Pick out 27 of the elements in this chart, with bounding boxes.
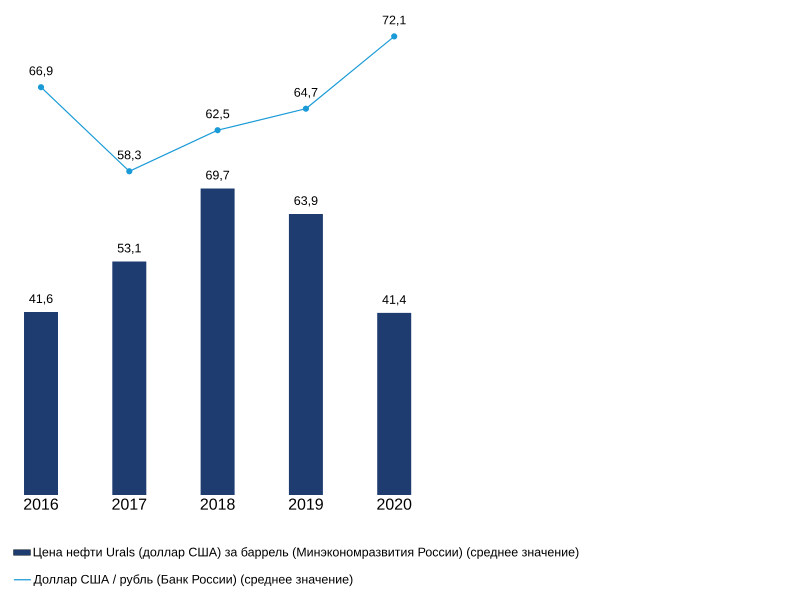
bar <box>377 312 412 495</box>
data-label: 66,9 <box>30 66 53 77</box>
x-tick-label: 2020 <box>377 498 412 510</box>
x-tick-label: 2016 <box>24 498 58 510</box>
point <box>38 84 44 90</box>
data-label: 72,1 <box>382 16 406 26</box>
bar <box>24 312 58 495</box>
data-label: 63,9 <box>294 196 318 206</box>
legend-label: Цена нефти Urals (доллар США) за баррель (Минэкономразвития России) (среднее значение) <box>34 547 578 559</box>
bar <box>288 214 323 495</box>
legend-label: Доллар США / рубль (Банк России) (среднее значение) <box>34 574 352 586</box>
bar <box>200 188 235 495</box>
x-tick-label: 2019 <box>288 498 323 510</box>
data-label: 58,3 <box>118 150 141 161</box>
data-label: 53,1 <box>118 244 141 254</box>
point <box>214 127 221 134</box>
data-label: 64,7 <box>294 88 318 98</box>
x-tick-label: 2017 <box>112 498 146 510</box>
point <box>391 33 398 40</box>
data-label: 41,4 <box>382 295 406 306</box>
data-label: 62,5 <box>206 109 230 120</box>
data-label: 69,7 <box>206 170 230 181</box>
point <box>126 168 132 174</box>
data-label: 41,6 <box>29 294 53 305</box>
bar <box>112 261 146 495</box>
point <box>302 106 310 112</box>
x-tick-label: 2018 <box>200 498 235 510</box>
